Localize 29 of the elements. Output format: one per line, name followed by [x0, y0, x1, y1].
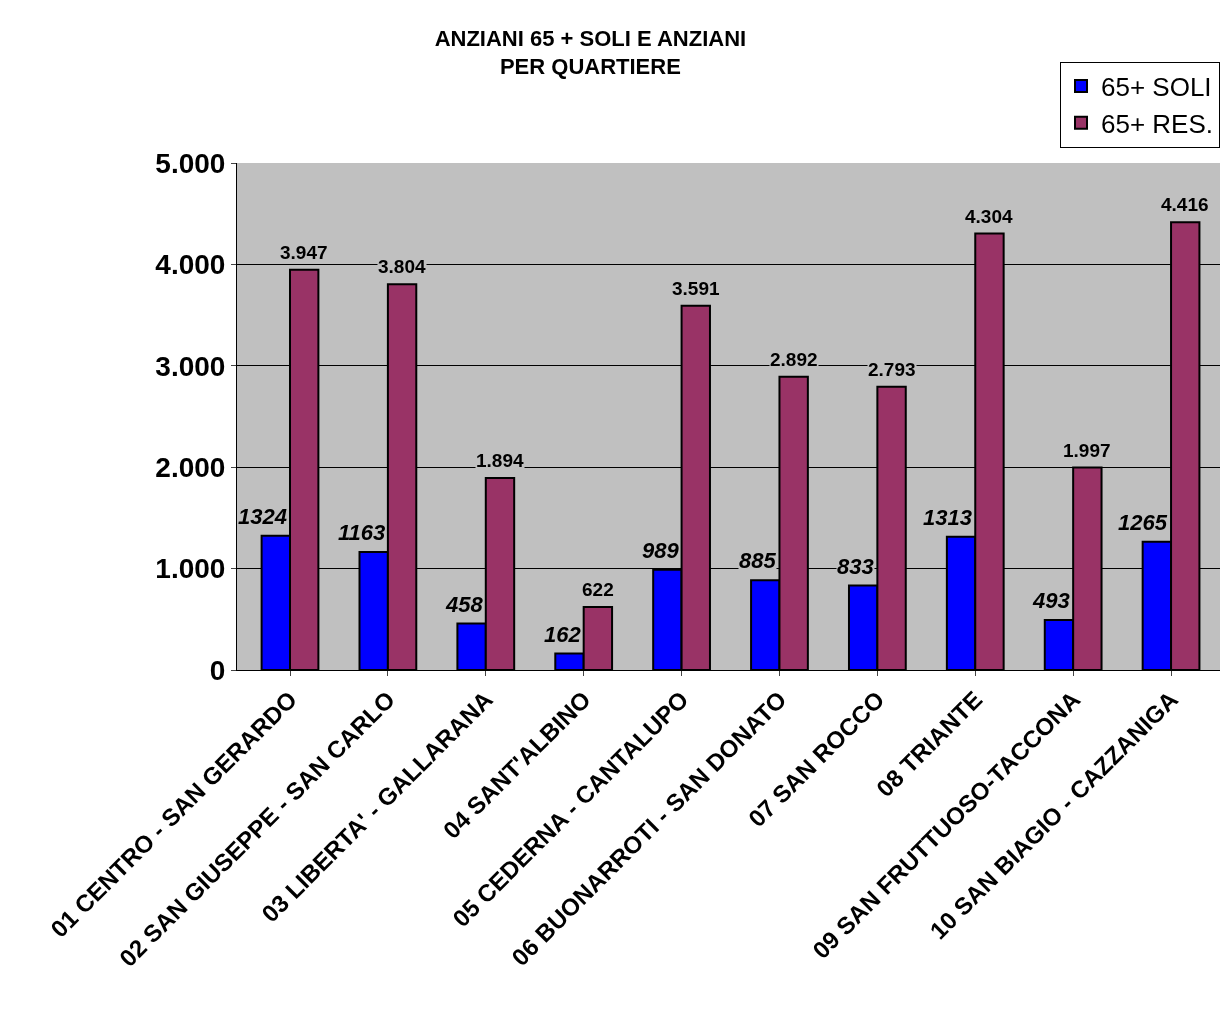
- legend-label: 65+ RES.: [1101, 108, 1214, 139]
- data-label: 458: [445, 592, 484, 617]
- data-label: 989: [642, 538, 680, 563]
- data-label: 3.591: [672, 278, 720, 299]
- y-tick-label: 0: [209, 654, 226, 686]
- data-label: 622: [582, 579, 614, 600]
- data-label: 833: [837, 554, 874, 579]
- legend-label: 65+ SOLI: [1101, 72, 1212, 103]
- data-label: 2.793: [868, 359, 916, 380]
- data-label: 1324: [238, 504, 287, 529]
- y-tick-label: 1.000: [155, 553, 226, 585]
- data-label: 1265: [1118, 510, 1168, 535]
- data-label: 1163: [338, 520, 386, 545]
- data-label: 3.947: [280, 242, 328, 263]
- data-label: 1313: [923, 505, 972, 530]
- data-label: 2.892: [770, 349, 818, 370]
- data-label: 885: [739, 548, 777, 573]
- data-label: 3.804: [378, 256, 426, 277]
- data-label: 1.894: [476, 450, 524, 471]
- data-label: 493: [1032, 588, 1070, 613]
- chart-title: ANZIANI 65 + SOLI E ANZIANI PER QUARTIERE: [434, 25, 747, 80]
- data-label: 1.997: [1063, 440, 1111, 461]
- y-tick-label: 3.000: [155, 350, 226, 382]
- y-tick-label: 2.000: [155, 452, 226, 483]
- data-label: 162: [544, 622, 582, 647]
- y-tick-label: 4.000: [155, 249, 226, 281]
- y-tick-label: 5.000: [155, 147, 226, 179]
- data-label: 4.416: [1161, 194, 1209, 215]
- data-label: 4.304: [965, 206, 1013, 227]
